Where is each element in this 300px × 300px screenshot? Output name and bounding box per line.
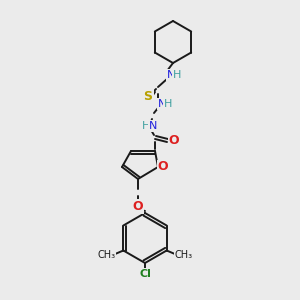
Text: Cl: Cl [139,269,151,279]
Text: N: N [158,99,166,109]
Text: N: N [167,70,175,80]
Text: H: H [173,70,181,80]
Text: H: H [142,121,150,131]
Text: CH₃: CH₃ [175,250,193,260]
Text: O: O [158,160,168,173]
Text: O: O [133,200,143,212]
Text: H: H [164,99,172,109]
Text: CH₃: CH₃ [97,250,115,260]
Text: N: N [149,121,157,131]
Text: O: O [169,134,179,148]
Text: S: S [143,89,152,103]
